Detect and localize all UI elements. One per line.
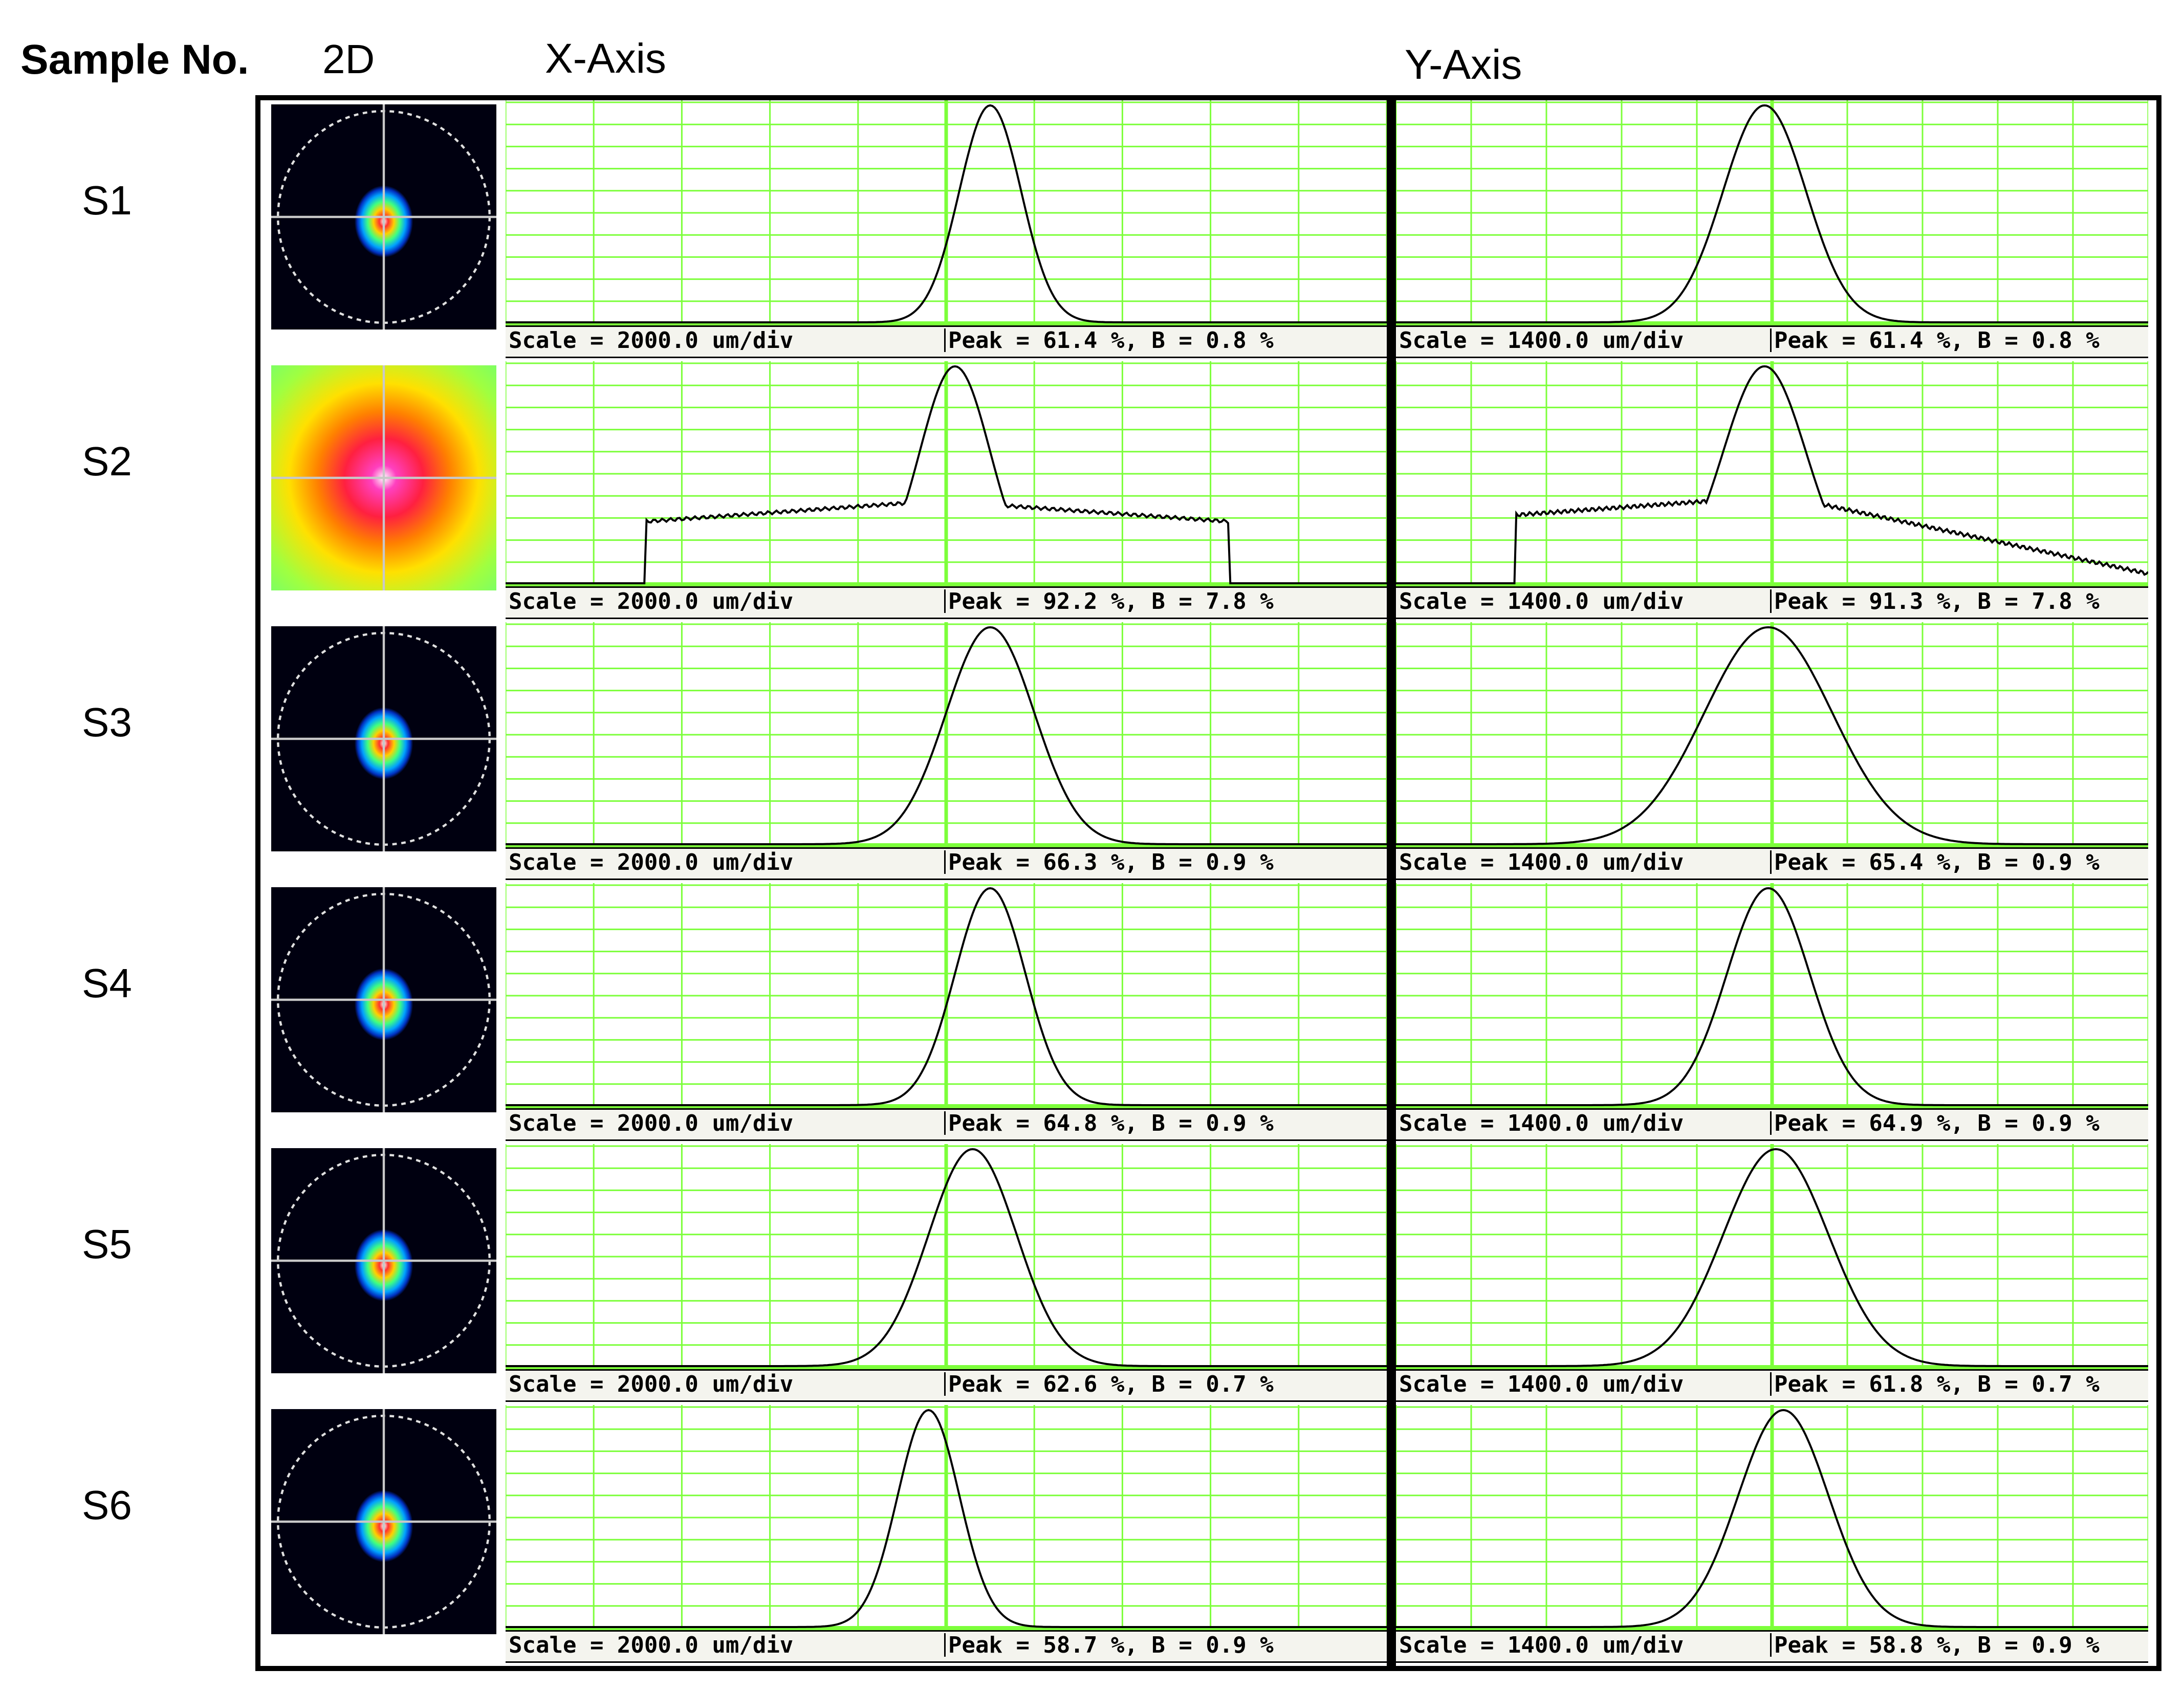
x-caption-bar-1	[506, 325, 1387, 358]
y-profile-trace	[1396, 1409, 2148, 1628]
beam-profile-2d-1	[271, 104, 496, 330]
x-caption-bar-5	[506, 1369, 1387, 1402]
x-peak-label: Peak = 62.6 %, B = 0.7 %	[948, 1371, 1274, 1397]
beam-profile-2d-4	[271, 887, 496, 1112]
y-profile-trace	[1396, 365, 2148, 584]
y-profile-trace	[1396, 104, 2148, 323]
sample-label-s5: S5	[82, 1221, 132, 1267]
x-axis-profile-plot-2	[506, 361, 1387, 586]
beam-profile-2d-2	[271, 365, 496, 590]
y-axis-profile-plot-2	[1396, 361, 2148, 586]
sample-label-s2: S2	[82, 438, 132, 484]
y-axis-profile-plot-3	[1396, 622, 2148, 847]
sample-no-header: Sample No.	[20, 36, 249, 83]
y-peak-label: Peak = 64.9 %, B = 0.9 %	[1774, 1110, 2100, 1136]
x-profile-trace	[506, 104, 1387, 323]
y-peak-label: Peak = 61.8 %, B = 0.7 %	[1774, 1371, 2100, 1397]
y-profile-trace	[1396, 626, 2148, 845]
y-peak-label: Peak = 91.3 %, B = 7.8 %	[1774, 588, 2100, 614]
x-axis-profile-plot-5	[506, 1144, 1387, 1369]
y-scale-label: Scale = 1400.0 um/div	[1399, 1632, 1684, 1658]
x-profile-trace	[506, 365, 1387, 584]
y-caption-bar-4	[1396, 1108, 2148, 1141]
x-caption-bar-2	[506, 586, 1387, 619]
beam-profile-2d-5	[271, 1148, 496, 1373]
y-scale-label: Scale = 1400.0 um/div	[1399, 327, 1684, 354]
caption-divider	[1770, 1372, 1772, 1396]
beam-profile-2d-3	[271, 626, 496, 851]
sample-label-s6: S6	[82, 1482, 132, 1528]
y-profile-trace	[1396, 887, 2148, 1106]
y-caption-bar-5	[1396, 1369, 2148, 1402]
x-scale-label: Scale = 2000.0 um/div	[509, 849, 794, 875]
x-profile-trace	[506, 887, 1387, 1106]
x-peak-label: Peak = 66.3 %, B = 0.9 %	[948, 849, 1274, 875]
2d-header: 2D	[322, 36, 375, 82]
sample-label-s4: S4	[82, 960, 132, 1006]
caption-divider	[944, 1372, 946, 1396]
caption-divider	[1770, 1111, 1772, 1135]
x-axis-profile-plot-6	[506, 1405, 1387, 1630]
x-scale-label: Scale = 2000.0 um/div	[509, 1371, 794, 1397]
x-axis-profile-plot-1	[506, 100, 1387, 325]
y-caption-bar-2	[1396, 586, 2148, 619]
y-axis-header: Y-Axis	[1405, 41, 1522, 88]
x-scale-label: Scale = 2000.0 um/div	[509, 1632, 794, 1658]
y-caption-bar-3	[1396, 847, 2148, 880]
caption-divider	[944, 589, 946, 613]
y-peak-label: Peak = 61.4 %, B = 0.8 %	[1774, 327, 2100, 354]
y-scale-label: Scale = 1400.0 um/div	[1399, 588, 1684, 614]
caption-divider	[1770, 328, 1772, 352]
y-scale-label: Scale = 1400.0 um/div	[1399, 1371, 1684, 1397]
y-scale-label: Scale = 1400.0 um/div	[1399, 1110, 1684, 1136]
x-caption-bar-4	[506, 1108, 1387, 1141]
x-caption-bar-3	[506, 847, 1387, 880]
x-scale-label: Scale = 2000.0 um/div	[509, 588, 794, 614]
x-profile-trace	[506, 1409, 1387, 1628]
y-peak-label: Peak = 58.8 %, B = 0.9 %	[1774, 1632, 2100, 1658]
x-axis-header: X-Axis	[545, 35, 666, 82]
beam-profile-2d-6	[271, 1409, 496, 1634]
y-axis-profile-plot-1	[1396, 100, 2148, 325]
y-axis-profile-plot-4	[1396, 883, 2148, 1108]
x-peak-label: Peak = 92.2 %, B = 7.8 %	[948, 588, 1274, 614]
sample-label-s1: S1	[82, 178, 132, 223]
caption-divider	[1770, 589, 1772, 613]
x-scale-label: Scale = 2000.0 um/div	[509, 1110, 794, 1136]
caption-divider	[944, 850, 946, 874]
x-peak-label: Peak = 58.7 %, B = 0.9 %	[948, 1632, 1274, 1658]
x-peak-label: Peak = 64.8 %, B = 0.9 %	[948, 1110, 1274, 1136]
x-peak-label: Peak = 61.4 %, B = 0.8 %	[948, 327, 1274, 354]
y-caption-bar-1	[1396, 325, 2148, 358]
x-profile-trace	[506, 626, 1387, 845]
x-caption-bar-6	[506, 1630, 1387, 1663]
y-axis-profile-plot-5	[1396, 1144, 2148, 1369]
x-scale-label: Scale = 2000.0 um/div	[509, 327, 794, 354]
caption-divider	[1770, 1633, 1772, 1657]
x-axis-profile-plot-4	[506, 883, 1387, 1108]
sample-label-s3: S3	[82, 699, 132, 745]
xy-divider	[1387, 95, 1396, 1671]
x-profile-trace	[506, 1148, 1387, 1367]
y-caption-bar-6	[1396, 1630, 2148, 1663]
y-scale-label: Scale = 1400.0 um/div	[1399, 849, 1684, 875]
y-profile-trace	[1396, 1148, 2148, 1367]
caption-divider	[1770, 850, 1772, 874]
caption-divider	[944, 328, 946, 352]
x-axis-profile-plot-3	[506, 622, 1387, 847]
y-peak-label: Peak = 65.4 %, B = 0.9 %	[1774, 849, 2100, 875]
y-axis-profile-plot-6	[1396, 1405, 2148, 1630]
caption-divider	[944, 1633, 946, 1657]
caption-divider	[944, 1111, 946, 1135]
